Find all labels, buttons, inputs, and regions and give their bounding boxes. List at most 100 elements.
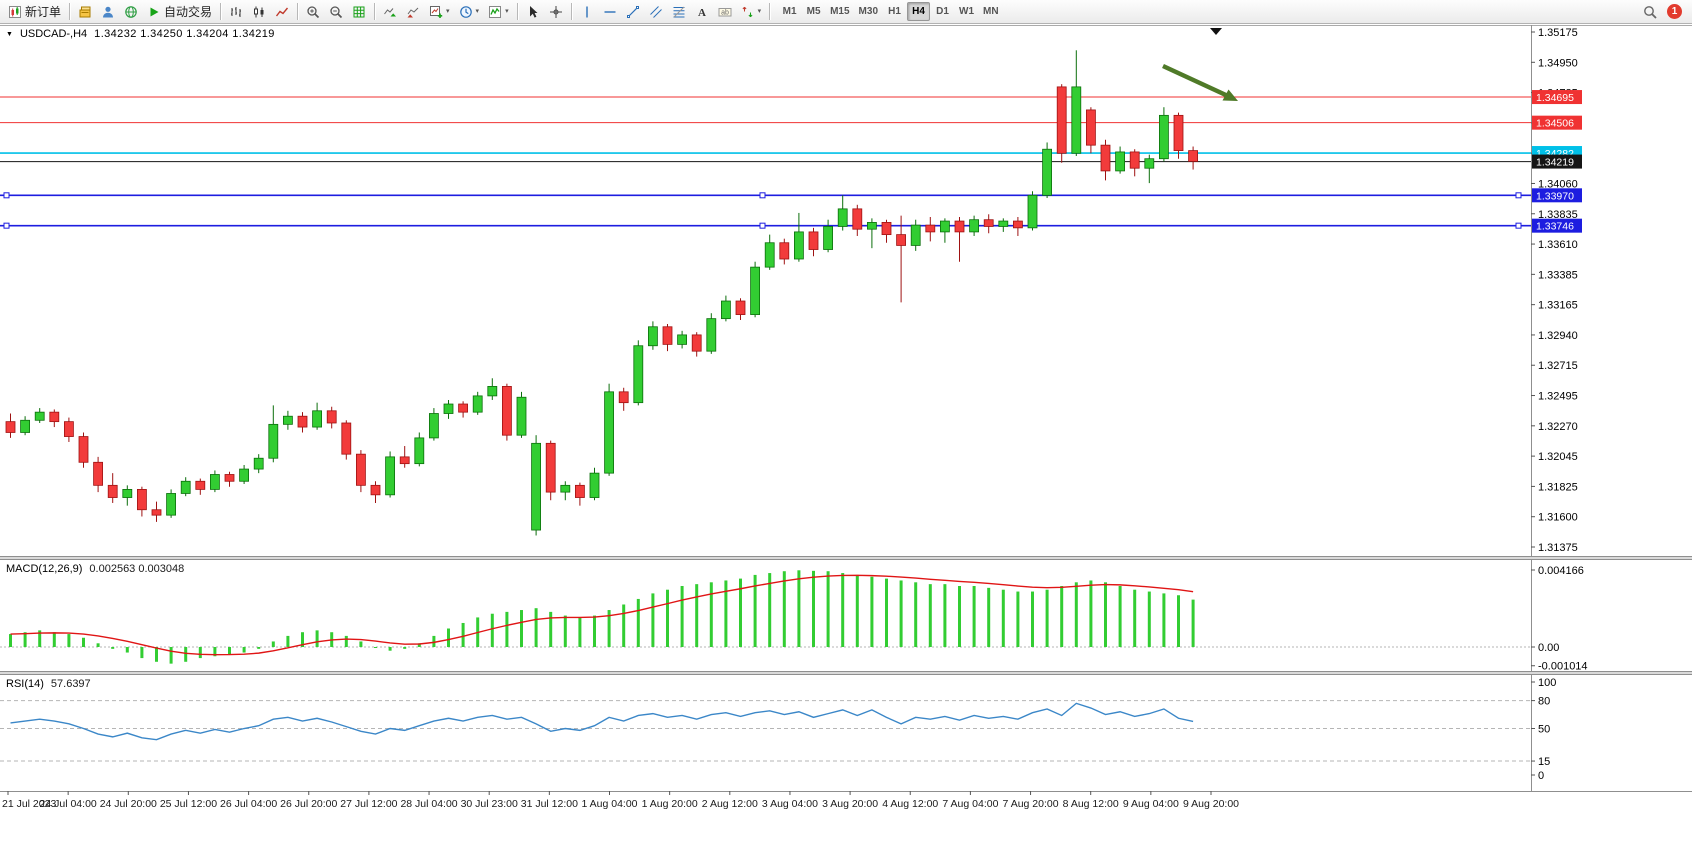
equidistant-channel-button[interactable] bbox=[645, 1, 667, 22]
profile-button[interactable] bbox=[97, 1, 119, 22]
svg-text:1.33165: 1.33165 bbox=[1538, 300, 1578, 312]
cursor-button[interactable] bbox=[522, 1, 544, 22]
toolbar-separator bbox=[297, 3, 299, 20]
chart-header: ▼ USDCAD-,H4 1.34232 1.34250 1.34204 1.3… bbox=[6, 28, 275, 40]
bar-chart-button[interactable] bbox=[225, 1, 247, 22]
svg-text:1.34506: 1.34506 bbox=[1536, 118, 1574, 130]
vertical-line-button[interactable] bbox=[576, 1, 598, 22]
svg-text:9 Aug 20:00: 9 Aug 20:00 bbox=[1183, 798, 1239, 810]
timeframe-button-m5[interactable]: M5 bbox=[802, 2, 825, 21]
text-label-button[interactable] bbox=[714, 1, 736, 22]
docs-icon bbox=[78, 5, 92, 19]
notification-badge[interactable]: 1 bbox=[1667, 4, 1682, 19]
play-icon bbox=[147, 5, 161, 19]
svg-text:80: 80 bbox=[1538, 696, 1550, 708]
rsi-line bbox=[10, 702, 1194, 741]
periods-button[interactable]: ▾ bbox=[455, 1, 484, 22]
community-button[interactable] bbox=[120, 1, 142, 22]
support-line-1-handle[interactable] bbox=[3, 192, 10, 199]
line-chart-button[interactable] bbox=[271, 1, 293, 22]
price-badges: 1.346951.345061.342821.342191.339701.337… bbox=[1532, 90, 1582, 233]
chart-canvas[interactable]: 1.351751.349501.347251.345001.342801.340… bbox=[0, 25, 1692, 851]
crosshair-icon bbox=[549, 5, 563, 19]
support-line-2-handle[interactable] bbox=[1515, 222, 1522, 229]
trendline-button[interactable] bbox=[622, 1, 644, 22]
timeframe-button-mn[interactable]: MN bbox=[979, 2, 1003, 21]
cursor-icon bbox=[526, 5, 540, 19]
rsi-name: RSI(14) bbox=[6, 678, 44, 690]
person-icon bbox=[101, 5, 115, 19]
timeframe-button-w1[interactable]: W1 bbox=[955, 2, 978, 21]
fibo-icon bbox=[672, 5, 686, 19]
tile-windows-button[interactable] bbox=[348, 1, 370, 22]
svg-text:1 Aug 04:00: 1 Aug 04:00 bbox=[581, 798, 637, 810]
timeframe-toolbar: M1 M5 M15 M30 H1 H4 D1 W1 MN bbox=[778, 2, 1002, 21]
support-line-2-handle[interactable] bbox=[759, 222, 766, 229]
svg-text:-0.001014: -0.001014 bbox=[1538, 661, 1588, 673]
macd-signal-line bbox=[10, 574, 1194, 656]
svg-text:1.33610: 1.33610 bbox=[1538, 239, 1578, 251]
svg-text:26 Jul 20:00: 26 Jul 20:00 bbox=[280, 798, 337, 810]
svg-text:31 Jul 12:00: 31 Jul 12:00 bbox=[521, 798, 578, 810]
indicators-button[interactable]: ▾ bbox=[484, 1, 513, 22]
symbol-dropdown-icon[interactable]: ▼ bbox=[6, 30, 13, 38]
auto-scroll-button[interactable] bbox=[379, 1, 401, 22]
resistance-line-1-badge bbox=[1532, 90, 1582, 105]
svg-text:24 Jul 20:00: 24 Jul 20:00 bbox=[100, 798, 157, 810]
toolbar-separator bbox=[516, 3, 518, 20]
svg-text:25 Jul 12:00: 25 Jul 12:00 bbox=[160, 798, 217, 810]
candlesticks bbox=[5, 50, 1198, 536]
new-order-icon bbox=[8, 5, 22, 19]
chart-area[interactable]: 1.351751.349501.347251.345001.342801.340… bbox=[0, 25, 1692, 851]
arrows-button[interactable]: ▾ bbox=[737, 1, 766, 22]
search-icon bbox=[1643, 5, 1657, 19]
chart-shift-marker[interactable] bbox=[1210, 28, 1222, 35]
auto-trading-button-label: 自动交易 bbox=[164, 5, 213, 19]
main-toolbar: 新订单 自动交易 ▾ ▾ ▾ ▾ M1 M5 M15 M30 H1 H4 D1 W1 MN 1 bbox=[0, 0, 1692, 24]
timeframe-button-m1[interactable]: M1 bbox=[778, 2, 801, 21]
zoom-out-icon bbox=[329, 5, 343, 19]
zoom-in-button[interactable] bbox=[302, 1, 324, 22]
new-chart-button[interactable]: ▾ bbox=[425, 1, 454, 22]
new-order-button-label: 新订单 bbox=[25, 5, 62, 19]
timeframe-button-d1[interactable]: D1 bbox=[931, 2, 954, 21]
channel-icon bbox=[649, 5, 663, 19]
support-line-2-handle[interactable] bbox=[3, 222, 10, 229]
search-button[interactable] bbox=[1643, 3, 1661, 21]
indicator-icon bbox=[488, 5, 502, 19]
svg-text:24 Jul 04:00: 24 Jul 04:00 bbox=[40, 798, 97, 810]
chart-shift-button[interactable] bbox=[402, 1, 424, 22]
candlestick-chart-button[interactable] bbox=[248, 1, 270, 22]
timeframe-button-h1[interactable]: H1 bbox=[883, 2, 906, 21]
chevron-down-icon: ▾ bbox=[446, 8, 450, 15]
timeframe-button-h4[interactable]: H4 bbox=[907, 2, 930, 21]
market-watch-button[interactable] bbox=[74, 1, 96, 22]
svg-text:1.33970: 1.33970 bbox=[1536, 190, 1574, 202]
macd-scale: 0.004166 0.00 -0.001014 bbox=[1531, 565, 1588, 673]
timeframe-button-m30[interactable]: M30 bbox=[855, 2, 882, 21]
new-order-button[interactable]: 新订单 bbox=[4, 1, 65, 22]
current-price-line-badge bbox=[1532, 154, 1582, 169]
svg-text:1.33835: 1.33835 bbox=[1538, 209, 1578, 221]
zoom-out-button[interactable] bbox=[325, 1, 347, 22]
svg-text:1.34060: 1.34060 bbox=[1538, 178, 1578, 190]
crosshair-button[interactable] bbox=[545, 1, 567, 22]
svg-text:1.32045: 1.32045 bbox=[1538, 451, 1578, 463]
timeframe-button-m15[interactable]: M15 bbox=[826, 2, 853, 21]
zoom-in-icon bbox=[306, 5, 320, 19]
svg-text:27 Jul 12:00: 27 Jul 12:00 bbox=[340, 798, 397, 810]
auto-trading-button[interactable]: 自动交易 bbox=[143, 1, 216, 22]
support-line-2-badge bbox=[1532, 218, 1582, 233]
symbol-timeframe-label: USDCAD-,H4 bbox=[19, 28, 88, 40]
support-line-1-handle[interactable] bbox=[759, 192, 766, 199]
trend-arrow-head bbox=[1222, 89, 1238, 101]
rsi-scale: 100 80 50 15 0 bbox=[1531, 677, 1556, 782]
candles-icon bbox=[252, 5, 266, 19]
ohlc-values: 1.34232 1.34250 1.34204 1.34219 bbox=[94, 28, 275, 40]
text-button[interactable] bbox=[691, 1, 713, 22]
horizontal-line-button[interactable] bbox=[599, 1, 621, 22]
trend-arrow[interactable] bbox=[1162, 63, 1229, 99]
support-line-1-handle[interactable] bbox=[1515, 192, 1522, 199]
fibonacci-button[interactable] bbox=[668, 1, 690, 22]
